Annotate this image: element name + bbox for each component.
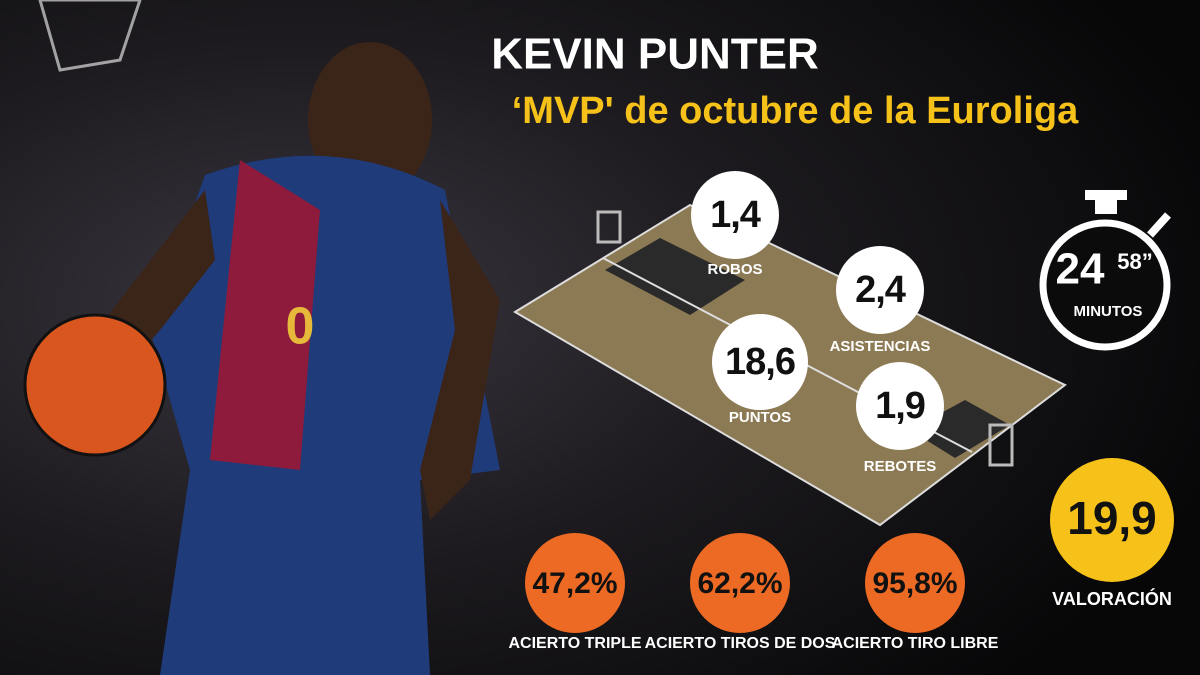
- percentage-value: 47,2%: [532, 567, 617, 600]
- player-photo: 0: [23, 0, 500, 675]
- percentage-circle: [865, 533, 965, 633]
- stat-label: REBOTES: [864, 458, 937, 475]
- stat-circle: [691, 171, 779, 259]
- stat-value: 1,4: [710, 194, 761, 236]
- title: KEVIN PUNTER: [491, 30, 819, 79]
- percentage-value: 95,8%: [872, 567, 957, 600]
- stat-circle: [712, 314, 808, 410]
- stat-label: ROBOS: [707, 261, 762, 278]
- rating-value: 19,9: [1067, 492, 1157, 544]
- stat-value: 1,9: [875, 385, 925, 427]
- minutes-value: 24: [1056, 245, 1105, 294]
- percentage-label: ACIERTO TRIPLE: [508, 635, 641, 652]
- stat-label: PUNTOS: [729, 409, 791, 426]
- stat-value: 18,6: [725, 341, 795, 383]
- percentage-label: ACIERTO TIROS DE DOS: [645, 635, 836, 652]
- rating-circle: [1050, 458, 1174, 582]
- stat-value: 2,4: [855, 269, 906, 311]
- percentage-circle: [525, 533, 625, 633]
- minutes-label: MINUTOS: [1074, 303, 1143, 320]
- rating-label: VALORACIÓN: [1052, 588, 1172, 609]
- stat-circle: [836, 246, 924, 334]
- stat-label: ASISTENCIAS: [830, 338, 931, 355]
- stat-circle: [856, 362, 944, 450]
- percentage-circle: [690, 533, 790, 633]
- percentage-label: ACIERTO TIRO LIBRE: [832, 635, 999, 652]
- minutes-seconds: 58”: [1117, 249, 1152, 274]
- jersey-number: 0: [286, 298, 315, 356]
- percentage-value: 62,2%: [697, 567, 782, 600]
- subtitle: ‘MVP' de octubre de la Euroliga: [512, 90, 1079, 132]
- stopwatch: [1039, 190, 1171, 351]
